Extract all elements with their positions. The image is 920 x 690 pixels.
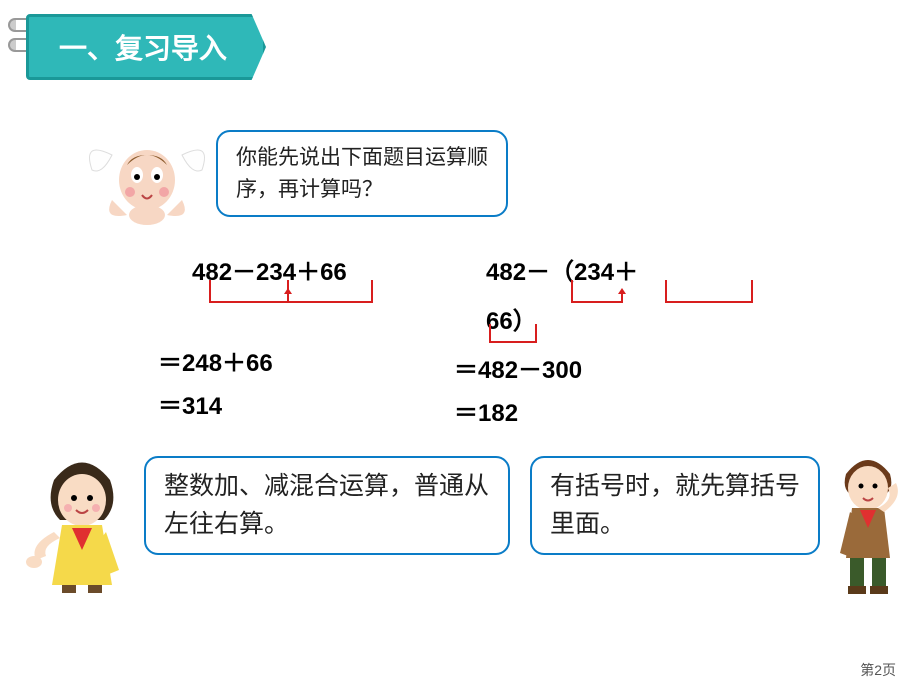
eq1-step1: ＝248＋66 bbox=[158, 343, 347, 378]
eq2-step1: ＝482－300 bbox=[454, 350, 638, 385]
page-number: 第2页 bbox=[860, 660, 896, 680]
order-bracket-2a bbox=[562, 280, 762, 316]
rule-bubble-left: 整数加、减混合运算，普通从左往右算。 bbox=[144, 456, 510, 555]
order-bracket-1 bbox=[200, 280, 390, 316]
angel-character bbox=[82, 130, 212, 225]
slide-content: 你能先说出下面题目运算顺序，再计算吗？ 482－234＋66 ＝248＋66 ＝… bbox=[0, 0, 920, 690]
boy-character bbox=[828, 448, 908, 598]
eq1-step2: ＝314 bbox=[158, 386, 347, 421]
girl-character bbox=[24, 450, 139, 595]
rule-bubble-right: 有括号时，就先算括号里面。 bbox=[530, 456, 820, 555]
equation-2: 482－（234＋ 66） ＝482－300 ＝182 bbox=[486, 252, 638, 436]
equation-1: 482－234＋66 ＝248＋66 ＝314 bbox=[192, 252, 347, 429]
order-bracket-2b bbox=[480, 324, 550, 354]
prompt-bubble: 你能先说出下面题目运算顺序，再计算吗？ bbox=[216, 130, 508, 217]
eq2-step2: ＝182 bbox=[454, 393, 638, 428]
